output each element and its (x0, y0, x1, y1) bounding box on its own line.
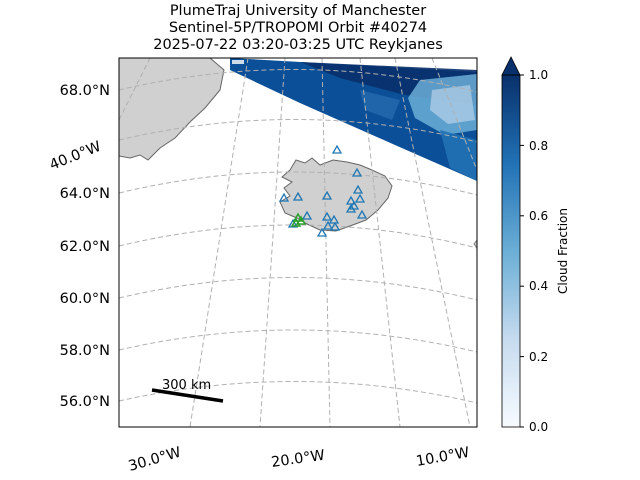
title-line-2: Sentinel-5P/TROPOMI Orbit #40274 (169, 20, 427, 36)
lat-label-60n: 60.0°N (60, 291, 110, 307)
title-line-1: PlumeTraj University of Manchester (170, 3, 426, 19)
station-marker (292, 191, 304, 201)
station-marker (322, 220, 334, 230)
lat-label-56n: 56.0°N (60, 394, 110, 410)
map-panel (119, 58, 477, 427)
colorbar-tick-3: 0.6 (529, 209, 548, 223)
colorbar-tick-2: 0.4 (529, 279, 548, 293)
scale-bar (151, 388, 224, 403)
lon-label-20w: 20.0°W (270, 448, 326, 471)
meridian-10w (394, 58, 471, 427)
station-marker (352, 184, 364, 194)
latitude-labels: 68.0°N 64.0°N 62.0°N 60.0°N 58.0°N 56.0°… (60, 83, 110, 410)
colorbar-tick-1: 0.2 (529, 350, 548, 364)
lat-label-68n: 68.0°N (60, 83, 110, 99)
station-marker (321, 211, 333, 221)
station-marker (348, 200, 360, 210)
title-line-3: 2025-07-22 03:20-03:25 UTC Reykjanes (153, 37, 443, 53)
meridian-35w (119, 58, 151, 121)
cloud-fraction-swath (230, 58, 477, 181)
colorbar-tick-0: 0.0 (529, 420, 548, 434)
colorbar-tick-5: 1.0 (529, 68, 548, 82)
station-marker (278, 192, 290, 202)
lat-label-64n: 64.0°N (60, 186, 110, 202)
vent-marker (295, 215, 307, 225)
parallel-58n (119, 329, 477, 353)
colorbar-gradient (502, 75, 520, 427)
parallel-64n (119, 171, 477, 196)
station-marker (321, 190, 333, 200)
lat-label-62n: 62.0°N (60, 239, 110, 255)
parallel-60n (119, 277, 477, 301)
lat-label-58n: 58.0°N (60, 343, 110, 359)
colorbar-tick-4: 0.8 (529, 139, 548, 153)
colorbar-label: Cloud Fraction (556, 208, 570, 294)
station-marker (328, 214, 340, 224)
graticule (119, 58, 477, 427)
colorbar-frame (501, 74, 521, 428)
vent-markers (290, 212, 307, 227)
station-marker (351, 167, 363, 177)
meridian-20w (321, 58, 331, 427)
lon-label-30w: 30.0°W (127, 445, 183, 475)
station-marker (354, 193, 366, 203)
colorbar: 0.0 0.2 0.4 0.6 0.8 1.0 Cloud Fraction (501, 56, 570, 434)
colorbar-extend-arrow (501, 56, 521, 76)
parallel-68n (119, 69, 477, 93)
lon-label-40w: 40.0°W (48, 139, 104, 174)
meridian-30w (189, 58, 249, 427)
colorbar-ticks (520, 74, 524, 428)
vent-marker (290, 217, 302, 227)
map-frame (118, 57, 478, 428)
parallel-62n (119, 224, 477, 249)
station-marker (331, 144, 343, 154)
station-marker (287, 218, 299, 228)
plot-title: PlumeTraj University of Manchester Senti… (153, 3, 443, 53)
station-marker (329, 221, 341, 231)
station-marker (301, 210, 313, 220)
faroe-land (473, 239, 477, 249)
lon-label-10w: 10.0°W (415, 445, 471, 470)
parallel-66n (119, 119, 477, 143)
scale-bar-label: 300 km (162, 378, 211, 393)
colorbar-tick-labels: 0.0 0.2 0.4 0.6 0.8 1.0 (529, 68, 548, 434)
meridian-25w (259, 58, 286, 427)
meridian-15w (359, 58, 401, 427)
station-marker (356, 209, 368, 219)
station-markers (278, 144, 368, 237)
station-marker (316, 227, 328, 237)
meridian-5w (431, 58, 477, 171)
